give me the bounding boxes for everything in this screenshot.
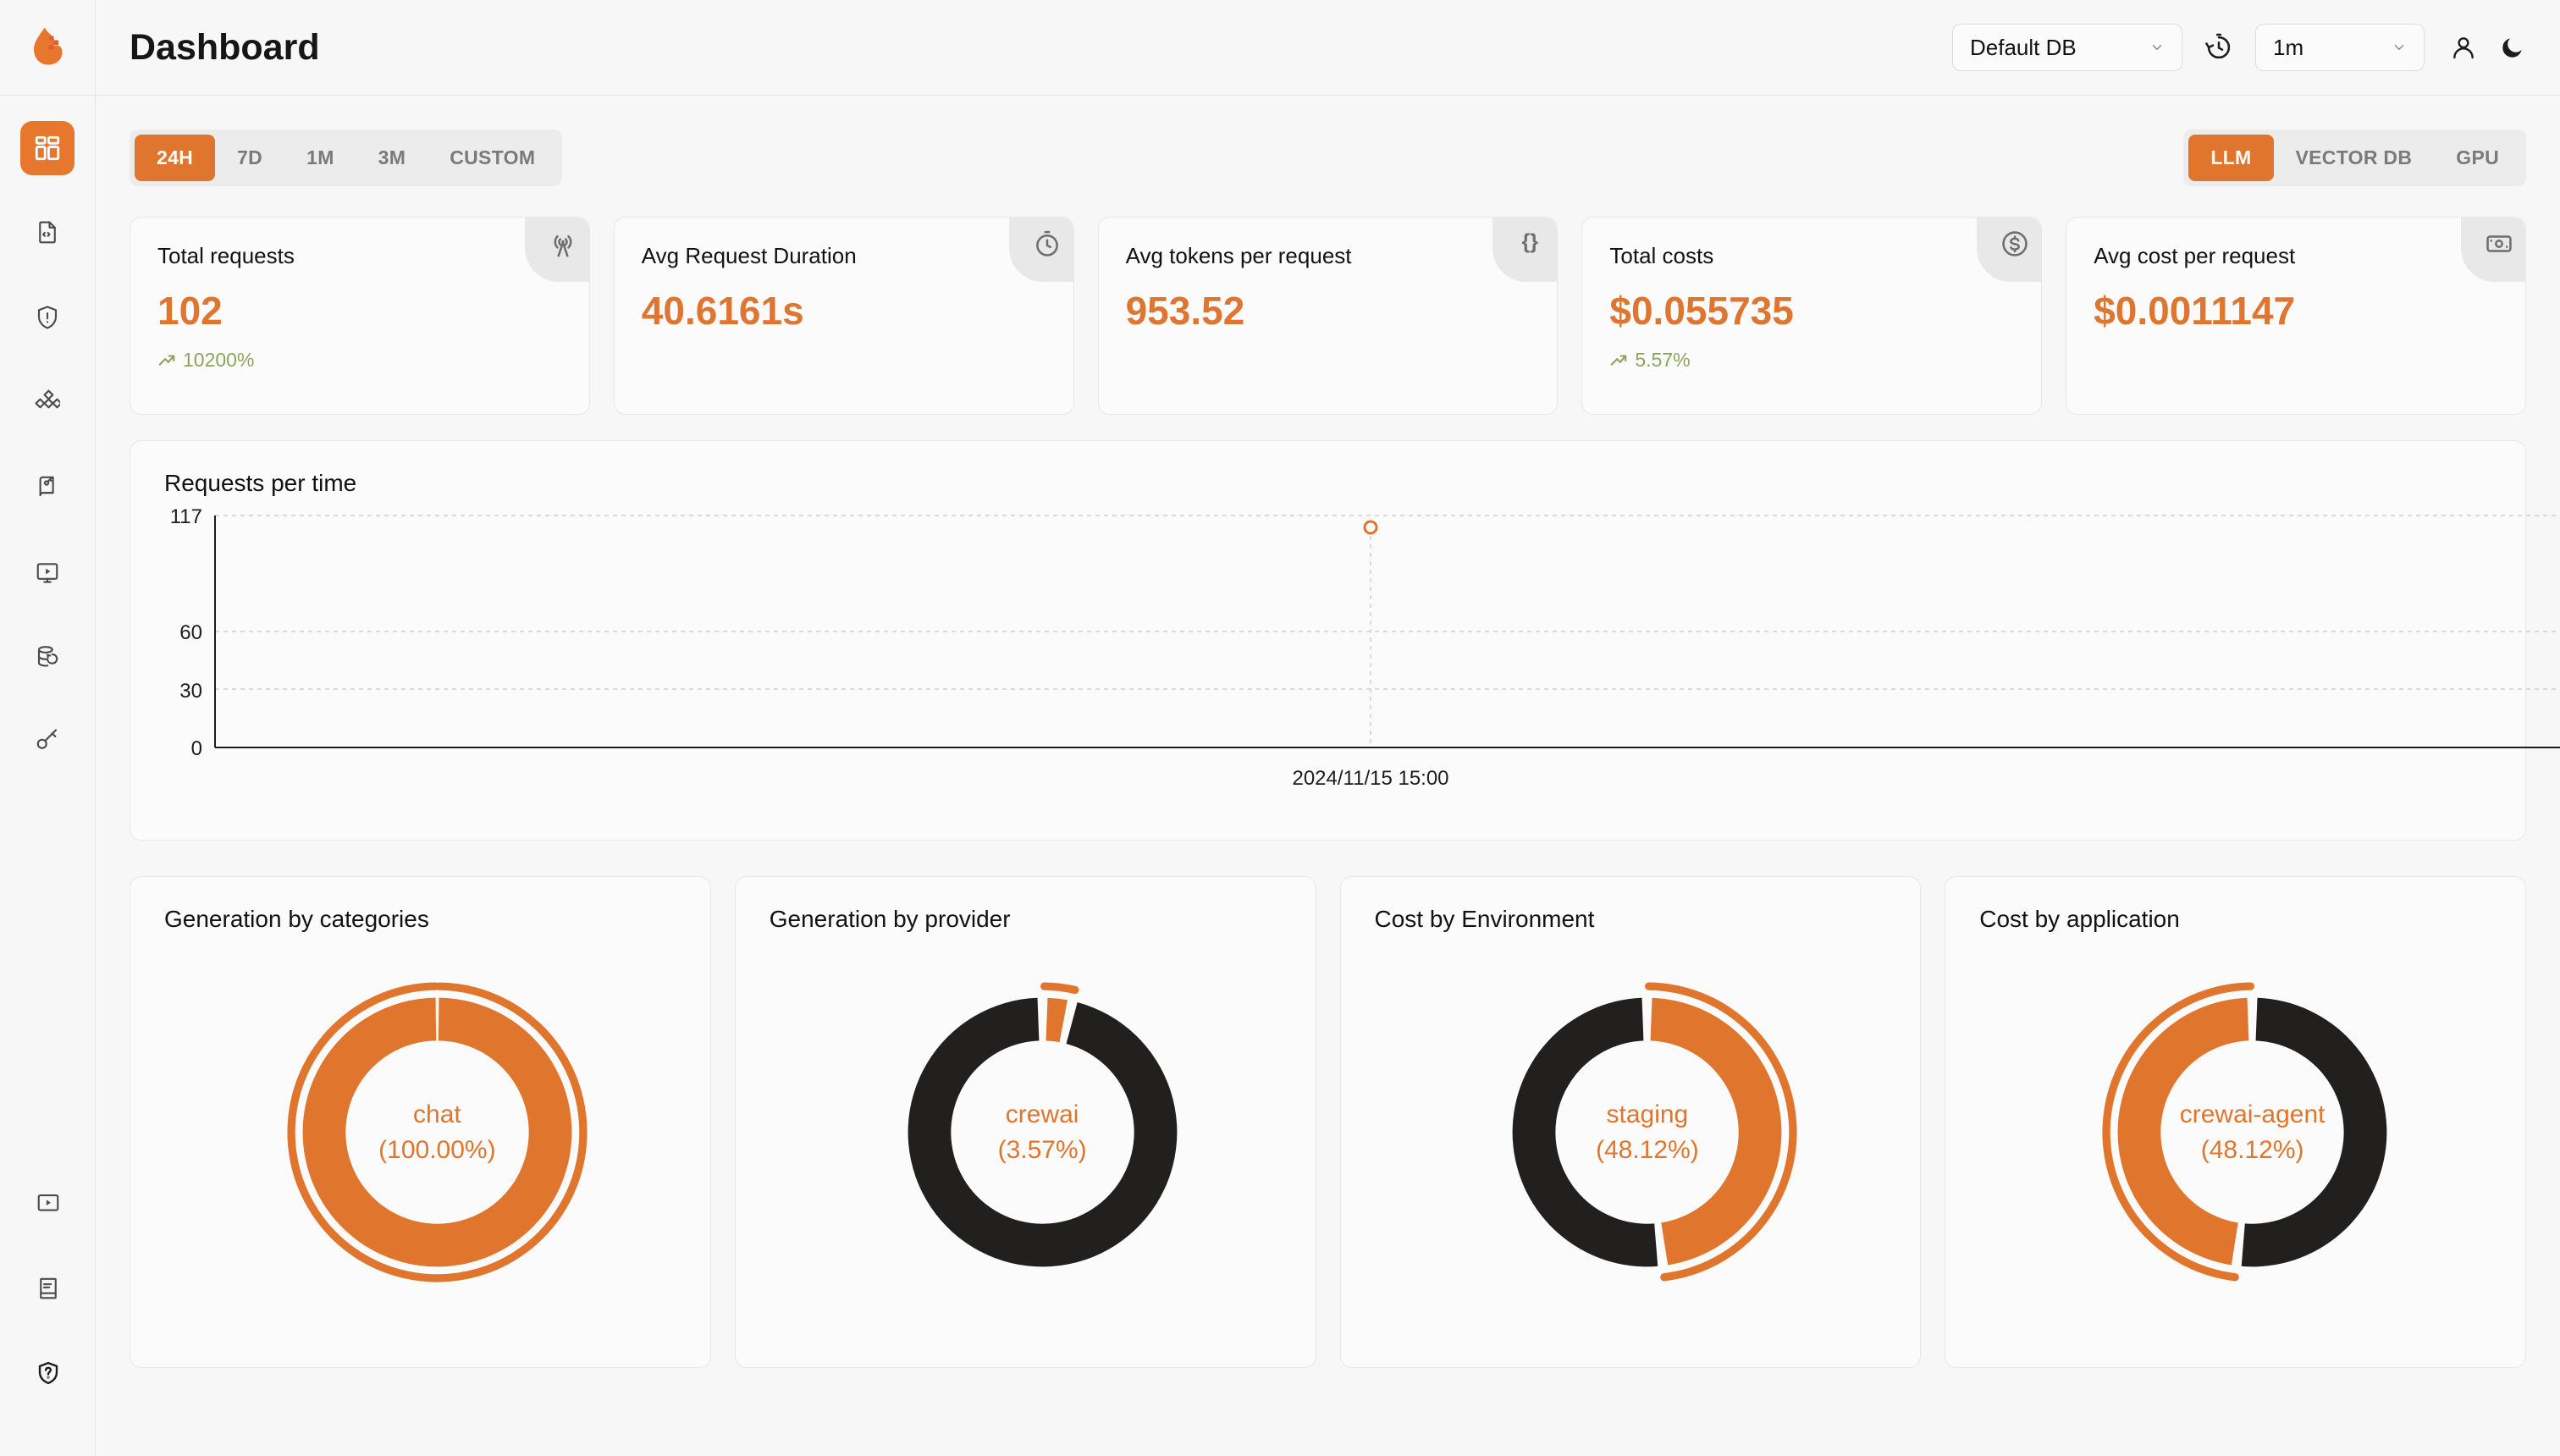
- svg-text:0: 0: [191, 737, 202, 760]
- svg-text:60: 60: [179, 621, 202, 644]
- svg-text:117: 117: [170, 505, 202, 528]
- svg-text:2024/11/15 15:00: 2024/11/15 15:00: [1292, 767, 1448, 790]
- svg-text:{}: {}: [1522, 230, 1539, 254]
- svg-text:30: 30: [179, 680, 202, 703]
